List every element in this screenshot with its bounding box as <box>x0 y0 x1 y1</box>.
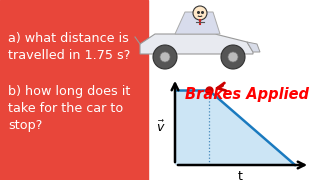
Text: Brakes Applied: Brakes Applied <box>185 87 309 102</box>
Text: b) how long does it
take for the car to
stop?: b) how long does it take for the car to … <box>8 85 130 132</box>
Circle shape <box>228 52 238 62</box>
Bar <box>0 0 148 180</box>
Polygon shape <box>140 34 253 54</box>
Circle shape <box>193 6 207 20</box>
Circle shape <box>160 52 170 62</box>
Text: $\vec{v}$: $\vec{v}$ <box>156 120 166 135</box>
Polygon shape <box>175 90 295 165</box>
Text: a) what distance is
travelled in 1.75 s?: a) what distance is travelled in 1.75 s? <box>8 32 130 62</box>
Polygon shape <box>247 42 260 52</box>
Circle shape <box>153 45 177 69</box>
Circle shape <box>221 45 245 69</box>
Text: t: t <box>237 170 243 180</box>
Polygon shape <box>175 12 220 34</box>
